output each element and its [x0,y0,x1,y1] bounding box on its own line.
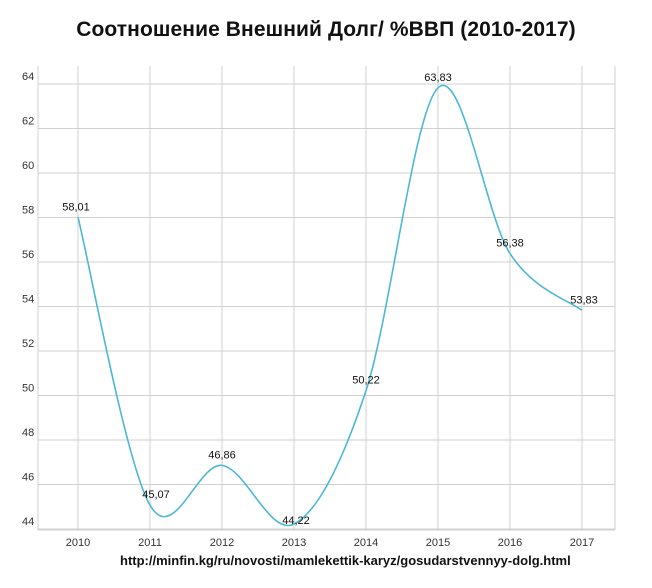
x-axis-ticks: 2010 2011 2012 2013 2014 2015 2016 2017 [66,537,594,549]
y-tick-label: 58 [22,205,34,217]
series-line [77,84,583,527]
data-label: 44,22 [282,515,310,527]
data-label: 63,83 [424,72,452,84]
data-label: 45,07 [142,489,170,501]
chart-title: Соотношение Внешний Долг/ %ВВП (2010-201… [76,18,576,41]
data-label: 46,86 [208,449,236,461]
data-label: 53,83 [570,294,598,306]
x-tick-label: 2016 [498,537,522,549]
y-tick-label: 48 [22,427,34,439]
x-tick-label: 2015 [426,537,450,549]
y-tick-label: 46 [22,472,34,484]
grid [37,66,616,531]
y-tick-label: 56 [22,249,34,261]
y-tick-label: 50 [22,383,34,395]
x-tick-label: 2017 [570,537,594,549]
x-tick-label: 2014 [354,537,378,549]
y-axis-ticks: 44 46 48 50 52 54 56 58 60 62 64 [22,71,34,528]
data-label: 58,01 [62,201,90,213]
x-tick-label: 2012 [210,537,234,549]
y-tick-label: 52 [22,338,34,350]
y-tick-label: 64 [22,71,34,83]
y-tick-label: 44 [22,516,34,528]
data-label: 50,22 [352,375,380,387]
data-label: 56,38 [496,238,524,250]
x-tick-label: 2013 [282,537,306,549]
source-link[interactable]: http://minfin.kg/ru/novosti/mamlekettik-… [120,553,571,568]
x-tick-label: 2010 [66,537,90,549]
y-tick-label: 60 [22,160,34,172]
data-labels: 58,01 45,07 46,86 44,22 50,22 63,83 56,38 53,83 [62,72,598,527]
x-tick-label: 2011 [138,537,162,549]
y-tick-label: 54 [22,294,34,306]
y-tick-label: 62 [22,116,34,128]
